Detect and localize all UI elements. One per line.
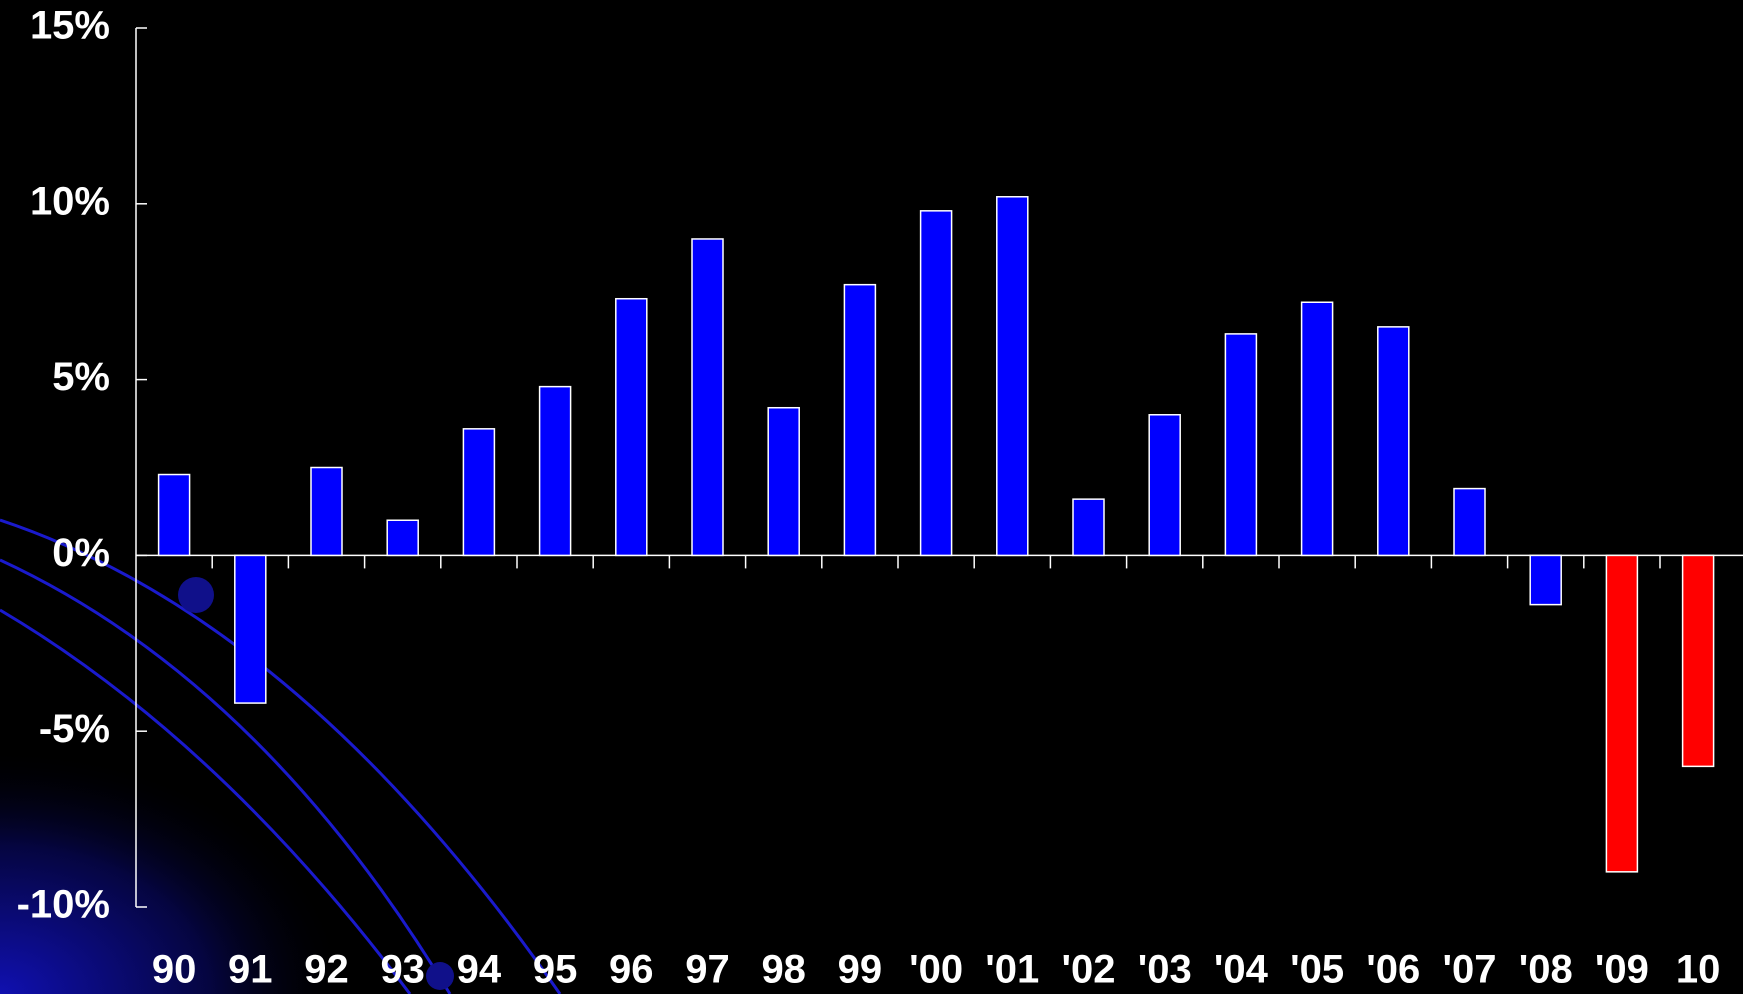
x-tick-label: 96: [609, 948, 654, 992]
bar: [386, 519, 419, 557]
decor-dot: [178, 577, 214, 613]
bar: [157, 473, 191, 557]
x-tick-label: '00: [909, 948, 963, 992]
y-tick-label: 0%: [52, 531, 110, 575]
bar: [1300, 301, 1334, 557]
bar: [1377, 326, 1410, 557]
x-tick-label: 91: [228, 948, 273, 992]
y-tick-label: 10%: [30, 179, 110, 223]
bar: [462, 428, 496, 557]
bar: [310, 466, 343, 557]
decor-arcs: [0, 518, 562, 994]
x-tick-label: '09: [1595, 948, 1649, 992]
x-tick-label: 93: [380, 948, 425, 992]
background-glow: [0, 500, 700, 994]
x-tick-label: 98: [761, 948, 806, 992]
x-tick-label: '06: [1366, 948, 1420, 992]
bar: [615, 297, 648, 557]
x-tick-label: 95: [533, 948, 578, 992]
x-tick-label: 10: [1676, 948, 1721, 992]
bar: [1224, 333, 1258, 557]
bar: [1072, 498, 1105, 557]
bar: [843, 283, 877, 557]
y-tick-label: -5%: [39, 707, 110, 751]
x-tick-label: 94: [457, 948, 502, 992]
bar: [691, 238, 724, 557]
bar: [1453, 487, 1486, 557]
x-tick-label: '04: [1214, 948, 1269, 992]
x-tick-label: 92: [304, 948, 349, 992]
x-tick-label: '08: [1519, 948, 1573, 992]
bar: [1605, 554, 1639, 873]
x-tick-label: '07: [1442, 948, 1496, 992]
bar: [1681, 554, 1715, 768]
y-tick-label: -10%: [17, 883, 110, 927]
bar: [996, 196, 1029, 557]
x-tick-label: '01: [985, 948, 1039, 992]
x-tick-label: 97: [685, 948, 730, 992]
bar: [919, 210, 953, 557]
decor-dot: [426, 962, 454, 990]
y-tick-label: 5%: [52, 355, 110, 399]
x-tick-label: '03: [1138, 948, 1192, 992]
bar: [1529, 554, 1562, 606]
x-tick-label: 99: [838, 948, 883, 992]
bar: [234, 554, 267, 704]
x-tick-label: 90: [152, 948, 197, 992]
y-tick-label: 15%: [30, 4, 110, 48]
x-tick-label: '02: [1061, 948, 1115, 992]
bar: [767, 406, 800, 557]
bar: [538, 385, 572, 557]
bar: [1148, 414, 1181, 557]
x-tick-label: '05: [1290, 948, 1344, 992]
